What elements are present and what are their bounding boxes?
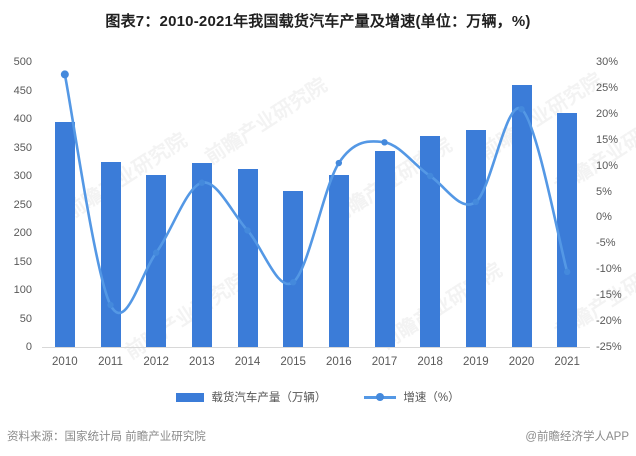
right-axis-tick: 0% (596, 211, 612, 224)
line-marker-2016 (335, 159, 343, 167)
legend-bar-label: 载货汽车产量（万辆） (211, 392, 327, 404)
left-axis-tick: 150 (13, 255, 32, 268)
x-axis-label-2010: 2010 (52, 356, 78, 368)
right-axis-tick: 25% (596, 81, 619, 94)
left-axis-tick: 100 (13, 284, 32, 296)
legend-item-growth: 增速（%） (364, 389, 460, 405)
line-swatch-icon (364, 392, 397, 402)
bar-swatch-icon (176, 392, 205, 402)
line-marker-2010 (60, 70, 69, 79)
left-axis-tick: 200 (13, 227, 32, 239)
bar-2012 (146, 174, 167, 347)
right-axis-tick: -5% (596, 237, 616, 250)
bar-2021 (557, 112, 578, 347)
left-axis-tick: 250 (13, 198, 32, 211)
right-axis-tick: -25% (596, 341, 622, 353)
bar-2013 (191, 163, 212, 347)
right-axis-tick: -20% (596, 315, 622, 328)
bar-2016 (328, 174, 349, 347)
bar-2018 (420, 136, 441, 347)
x-axis-label-2017: 2017 (371, 356, 398, 368)
left-axis-tick: 400 (13, 113, 32, 125)
watermark-text: 前瞻产业研究院 (476, 69, 607, 164)
x-axis-line (42, 347, 590, 348)
footer: 资料来源：国家统计局 前瞻产业研究院 @前瞻经济学人APP (0, 428, 636, 444)
bar-2011 (100, 161, 121, 347)
x-axis-label-2015: 2015 (280, 356, 306, 368)
x-axis-label-2016: 2016 (326, 356, 352, 368)
right-axis-tick: 10% (596, 159, 619, 172)
bar-2017 (374, 150, 395, 347)
left-axis-tick: 300 (13, 170, 32, 182)
x-axis-label-2011: 2011 (98, 356, 123, 368)
watermark-text: 前瞻产业研究院 (121, 269, 252, 364)
watermark-text: 前瞻产业研究院 (201, 74, 332, 169)
left-axis-tick: 50 (19, 312, 32, 325)
brand-credit-text: @前瞻经济学人APP (525, 431, 629, 443)
x-axis-label-2020: 2020 (508, 356, 535, 368)
bar-2015 (283, 191, 304, 347)
right-axis-tick: 5% (596, 185, 612, 198)
left-axis-tick: 0 (25, 341, 32, 353)
watermark-text: 前瞻产业研究院 (61, 129, 192, 224)
x-axis-label-2021: 2021 (554, 356, 580, 368)
bar-2019 (465, 130, 486, 347)
right-axis-tick: 30% (596, 56, 619, 68)
x-axis-label-2019: 2019 (463, 356, 489, 368)
x-axis-label-2012: 2012 (143, 356, 169, 368)
legend-line-label: 增速（%） (403, 392, 460, 404)
bar-2014 (237, 168, 258, 347)
left-axis-tick: 450 (13, 84, 32, 97)
left-axis-tick: 500 (13, 56, 32, 68)
line-marker-2017 (381, 139, 388, 146)
chart-title: 图表7：2010-2021年我国载货汽车产量及增速(单位：万辆，%) (105, 13, 531, 30)
bar-2010 (54, 122, 75, 347)
legend: 载货汽车产量（万辆） 增速（%） (0, 389, 636, 405)
x-axis-label-2018: 2018 (417, 356, 443, 368)
x-axis-label-2014: 2014 (234, 356, 261, 368)
left-axis-tick: 350 (13, 141, 32, 154)
data-source-text: 资料来源：国家统计局 前瞻产业研究院 (7, 431, 206, 443)
legend-item-production: 载货汽车产量（万辆） (176, 389, 326, 405)
x-axis-label-2013: 2013 (189, 356, 215, 368)
right-axis-tick: 20% (596, 107, 619, 120)
bar-2020 (511, 84, 532, 347)
right-axis-tick: -15% (596, 289, 622, 302)
right-axis-tick: 15% (596, 133, 619, 146)
right-axis-tick: -10% (596, 263, 622, 276)
